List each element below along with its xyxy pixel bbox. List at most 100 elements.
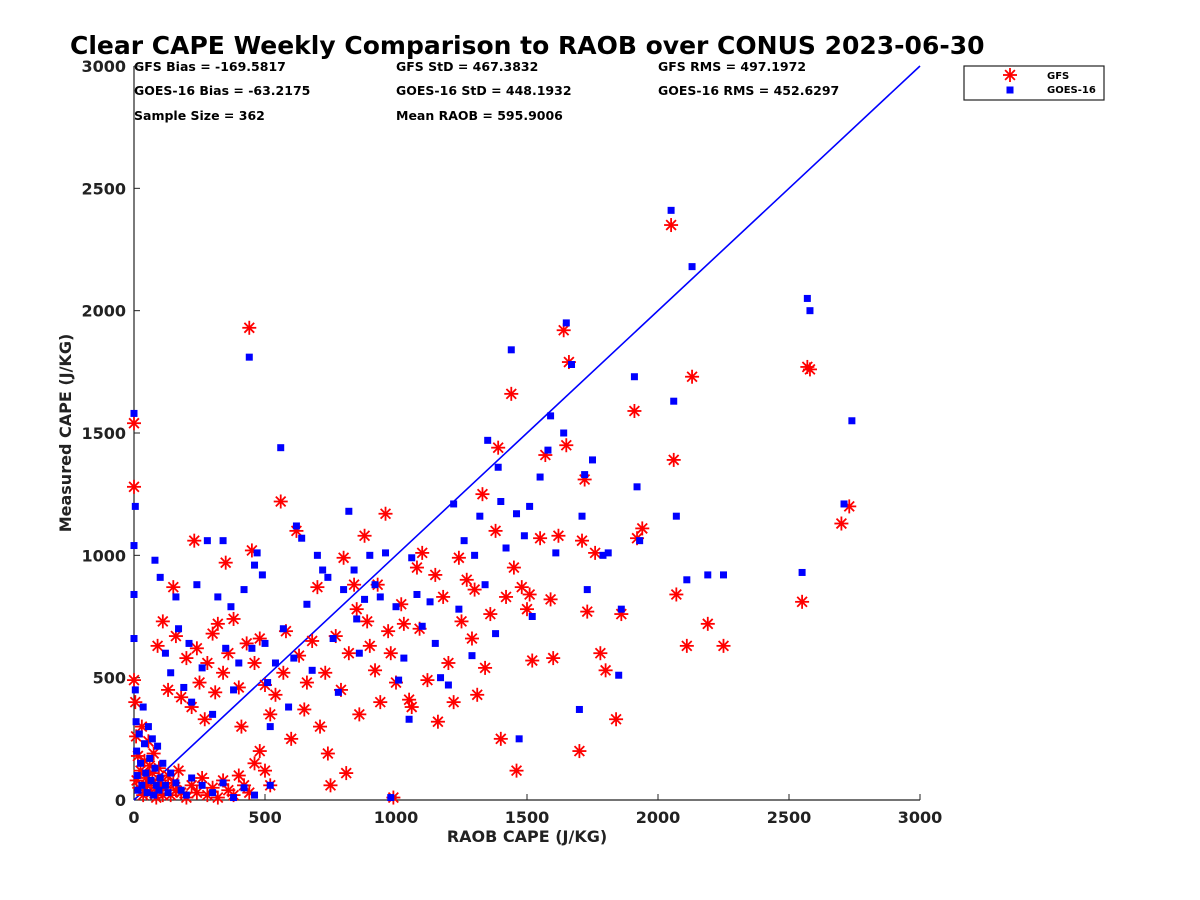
goes16-point	[251, 791, 259, 799]
goes16-point	[198, 664, 206, 672]
gfs-point	[320, 746, 335, 761]
gfs-point	[299, 675, 314, 690]
one-to-one-line-group	[133, 65, 921, 801]
goes16-point	[515, 735, 523, 743]
gfs-point	[195, 770, 210, 785]
gfs-point	[700, 616, 715, 631]
goes16-point	[547, 412, 555, 420]
goes16-point	[617, 605, 625, 613]
goes16-point	[180, 683, 188, 691]
gfs-point	[218, 555, 233, 570]
goes16-point	[455, 605, 463, 613]
gfs-point	[341, 646, 356, 661]
goes16-point	[303, 600, 311, 608]
gfs-point	[352, 707, 367, 722]
goes16-point	[460, 537, 468, 545]
goes16-point	[408, 554, 416, 562]
gfs-point	[559, 438, 574, 453]
y-tick-label: 1500	[81, 424, 126, 443]
goes16-point	[361, 595, 369, 603]
goes16-point	[219, 779, 227, 787]
goes16-point	[444, 681, 452, 689]
gfs-point	[572, 744, 587, 759]
gfs-point	[242, 320, 257, 335]
goes16-point	[319, 566, 327, 574]
goes16-point	[147, 776, 155, 784]
gfs-point	[360, 614, 375, 629]
goes16-point	[188, 774, 196, 782]
goes16-point	[292, 522, 300, 530]
goes16-point	[134, 786, 142, 794]
goes16-point	[138, 781, 146, 789]
gfs-point	[436, 589, 451, 604]
goes16-point	[251, 561, 259, 569]
gfs-point	[491, 440, 506, 455]
goes16-point	[150, 791, 158, 799]
gfs-point	[522, 587, 537, 602]
y-tick-label: 3000	[81, 57, 126, 76]
goes16-point	[400, 654, 408, 662]
goes16-point	[258, 571, 266, 579]
goes16-point	[130, 542, 138, 550]
goes16-point	[636, 537, 644, 545]
goes16-point	[581, 471, 589, 479]
goes16-point	[222, 644, 230, 652]
goes16-point	[298, 534, 306, 542]
gfs-point	[459, 572, 474, 587]
goes16-point	[313, 551, 321, 559]
goes16-point	[667, 206, 675, 214]
goes16-point	[468, 652, 476, 660]
goes16-point	[135, 730, 143, 738]
goes16-point	[159, 759, 167, 767]
gfs-point	[509, 763, 524, 778]
gfs-point	[368, 663, 383, 678]
goes16-point	[137, 759, 145, 767]
gfs-point	[273, 494, 288, 509]
goes16-point	[507, 346, 515, 354]
goes16-point	[143, 789, 151, 797]
gfs-point	[252, 744, 267, 759]
x-tick-label: 2500	[767, 808, 812, 827]
gfs-point	[276, 665, 291, 680]
gfs-point	[127, 673, 141, 688]
goes16-point	[536, 473, 544, 481]
gfs-point	[284, 731, 299, 746]
stat-sample-size: Sample Size = 362	[134, 108, 265, 123]
goes16-point	[227, 603, 235, 611]
stat-gfs-std: GFS StD = 467.3832	[396, 59, 538, 74]
goes16-point	[154, 742, 162, 750]
gfs-point	[669, 587, 684, 602]
goes16-point	[193, 581, 201, 589]
y-tick-label: 2000	[81, 302, 126, 321]
goes16-point	[798, 568, 806, 576]
gfs-point	[598, 663, 613, 678]
goes16-point	[277, 444, 285, 452]
goes16-point	[209, 789, 217, 797]
goes16-point	[688, 263, 696, 271]
gfs-point	[297, 702, 312, 717]
gfs-point	[415, 545, 430, 560]
goes16-point	[155, 786, 163, 794]
goes16-point	[599, 551, 607, 559]
goes16-point	[450, 500, 458, 508]
goes16-point	[544, 446, 552, 454]
goes16-point	[131, 686, 139, 694]
goes16-point	[672, 512, 680, 520]
gfs-point	[446, 695, 461, 710]
goes16-point	[355, 649, 363, 657]
y-tick-label: 0	[115, 791, 126, 810]
gfs-point	[488, 523, 503, 538]
goes16-point	[240, 784, 248, 792]
gfs-point	[187, 533, 202, 548]
goes16-point	[156, 573, 164, 581]
gfs-point	[470, 687, 485, 702]
goes16-point	[151, 764, 159, 772]
gfs-point	[464, 631, 479, 646]
goes16-point	[130, 635, 138, 643]
legend-goes16-marker	[1006, 86, 1014, 94]
gfs-point	[802, 362, 817, 377]
gfs-point	[305, 633, 320, 648]
goes16-point	[329, 635, 337, 643]
goes16-point	[578, 512, 586, 520]
